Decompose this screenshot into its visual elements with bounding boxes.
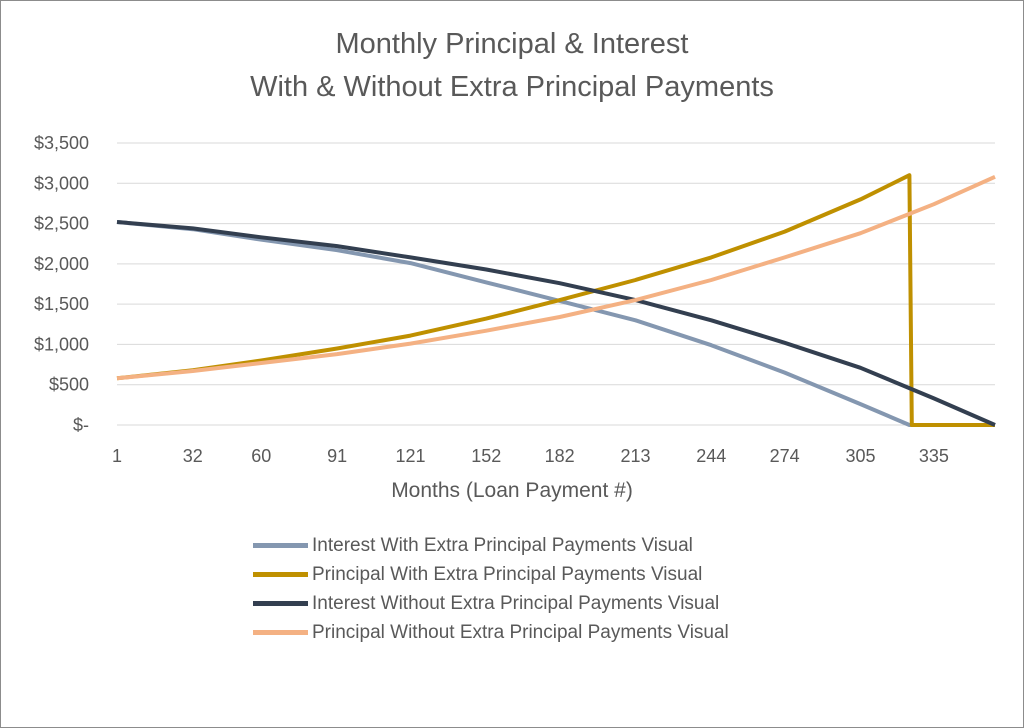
series-line-1 [116, 220, 995, 427]
x-tick-label: 305 [845, 446, 875, 466]
x-tick-label: 213 [620, 446, 650, 466]
x-tick-label: 60 [251, 446, 271, 466]
legend-label: Interest With Extra Principal Payments V… [312, 534, 693, 556]
chart-title: Monthly Principal & Interest With & With… [1, 23, 1023, 109]
x-tick-label: 121 [395, 446, 425, 466]
x-axis-ticks: 1 32 60 91 121 152 182 213 244 274 305 335 [112, 446, 949, 466]
legend-item-2: Principal With Extra Principal Payments … [253, 560, 729, 589]
x-tick-label: 274 [770, 446, 800, 466]
chart-title-line-1: Monthly Principal & Interest [335, 28, 689, 60]
x-tick-label: 91 [327, 446, 347, 466]
y-tick-label: $2,500 [34, 214, 89, 234]
legend: Interest With Extra Principal Payments V… [253, 531, 729, 647]
series-line-3 [116, 220, 996, 427]
gridlines [117, 142, 995, 426]
series-lines [116, 173, 996, 427]
legend-swatch [253, 572, 308, 577]
y-tick-label: $1,000 [34, 334, 89, 354]
legend-label: Principal With Extra Principal Payments … [312, 563, 703, 585]
legend-swatch [253, 601, 308, 606]
x-tick-label: 1 [112, 446, 122, 466]
chart-title-line-2: With & Without Extra Principal Payments [250, 71, 774, 103]
legend-swatch [253, 630, 308, 635]
y-tick-label: $- [73, 415, 89, 435]
legend-label: Interest Without Extra Principal Payment… [312, 592, 720, 614]
legend-item-4: Principal Without Extra Principal Paymen… [253, 618, 729, 647]
x-tick-label: 182 [545, 446, 575, 466]
y-tick-label: $2,000 [34, 254, 89, 274]
y-tick-label: $3,500 [34, 133, 89, 153]
x-tick-label: 32 [183, 446, 203, 466]
legend-label: Principal Without Extra Principal Paymen… [312, 621, 729, 643]
x-tick-label: 152 [471, 446, 501, 466]
y-tick-label: $500 [49, 375, 89, 395]
legend-item-1: Interest With Extra Principal Payments V… [253, 531, 729, 560]
y-tick-label: $1,500 [34, 294, 89, 314]
legend-swatch [253, 543, 308, 548]
series-line-2 [116, 173, 995, 427]
x-tick-label: 244 [696, 446, 726, 466]
plot-area: $- $500 $1,000 $1,500 $2,000 $2,500 $3,000 $3,5… [34, 133, 996, 466]
x-tick-label: 335 [919, 446, 949, 466]
series-line-4 [116, 174, 996, 381]
y-axis-ticks: $- $500 $1,000 $1,500 $2,000 $2,500 $3,000 $3,5… [34, 133, 89, 435]
legend-item-3: Interest Without Extra Principal Payment… [253, 589, 729, 618]
x-axis-label: Months (Loan Payment #) [391, 479, 633, 502]
y-tick-label: $3,000 [34, 173, 89, 193]
